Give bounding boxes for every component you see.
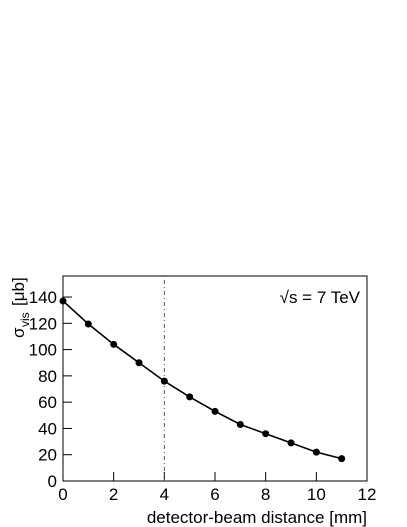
y-label-unit: [μb] — [9, 277, 28, 306]
data-point — [160, 377, 168, 385]
y-tick-label: 60 — [38, 393, 57, 412]
x-tick-label: 6 — [210, 485, 219, 504]
y-tick-label: 80 — [38, 367, 57, 386]
data-point — [338, 455, 346, 463]
y-tick-label: 120 — [29, 314, 57, 333]
x-tick-label: 0 — [58, 485, 67, 504]
data-point — [262, 430, 270, 438]
data-point — [211, 407, 219, 415]
y-tick-label: 20 — [38, 446, 57, 465]
annotation: √s = 7 TeV — [280, 288, 361, 307]
data-point — [110, 340, 118, 348]
y-label-subscript: vis — [18, 312, 32, 327]
data-point — [59, 297, 67, 305]
y-axis-label: σ vis [μb] — [9, 277, 32, 338]
data-point — [186, 393, 194, 401]
y-label-symbol: σ — [9, 327, 28, 338]
x-tick-label: 10 — [307, 485, 326, 504]
data-point — [287, 439, 295, 447]
data-point — [84, 320, 92, 328]
data-line — [62, 300, 342, 460]
y-tick-label: 140 — [29, 288, 57, 307]
data-point — [135, 359, 143, 367]
y-tick-label: 40 — [38, 419, 57, 438]
x-tick-label: 12 — [358, 485, 377, 504]
data-point — [312, 448, 320, 456]
data-point — [236, 420, 244, 428]
x-axis-label: detector-beam distance [mm] — [147, 508, 367, 527]
x-tick-label: 2 — [109, 485, 118, 504]
y-tick-label: 100 — [29, 341, 57, 360]
y-tick-label: 0 — [48, 472, 57, 491]
x-tick-label: 8 — [261, 485, 270, 504]
x-tick-label: 4 — [160, 485, 169, 504]
